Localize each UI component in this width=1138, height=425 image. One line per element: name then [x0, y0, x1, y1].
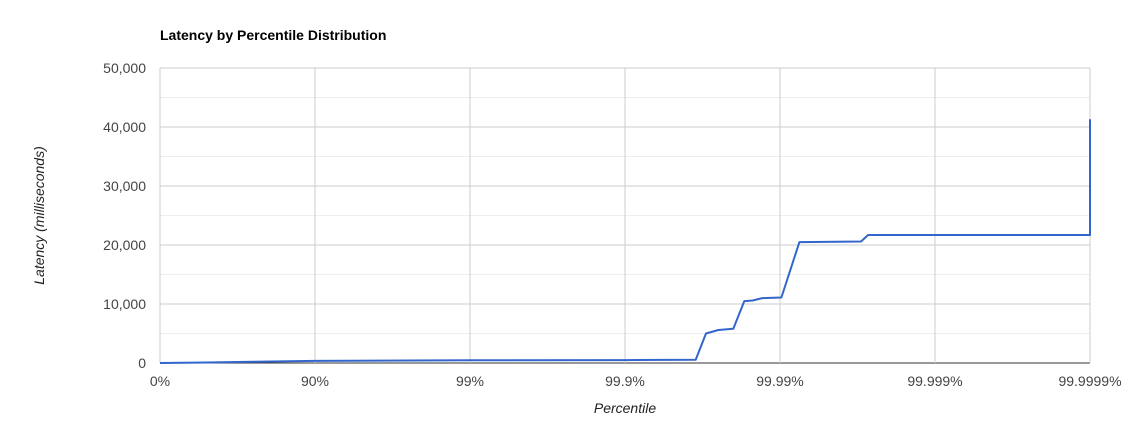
data-point: [860, 241, 862, 243]
y-tick-label: 10,000: [103, 296, 146, 312]
data-point: [781, 297, 783, 299]
data-point: [718, 329, 720, 331]
x-tick-label: 99.9%: [605, 373, 645, 389]
data-point: [695, 359, 697, 361]
y-tick-label: 40,000: [103, 119, 146, 135]
y-tick-label: 0: [138, 355, 146, 371]
data-point: [1089, 119, 1091, 121]
data-point: [314, 360, 316, 362]
y-tick-label: 50,000: [103, 60, 146, 76]
data-point: [733, 328, 735, 330]
series-line: [159, 119, 1091, 364]
data-point: [624, 359, 626, 361]
data-point: [752, 300, 754, 302]
data-point: [705, 333, 707, 335]
chart-title: Latency by Percentile Distribution: [160, 27, 387, 43]
data-point: [206, 362, 208, 364]
data-point: [253, 361, 255, 363]
x-tick-label: 99.999%: [907, 373, 962, 389]
data-point: [762, 297, 764, 299]
y-axis-title: Latency (milliseconds): [31, 146, 47, 285]
x-tick-label: 99.9999%: [1058, 373, 1121, 389]
y-tick-label: 30,000: [103, 178, 146, 194]
data-point: [469, 360, 471, 362]
x-axis-title: Percentile: [594, 400, 656, 416]
data-point: [867, 234, 869, 236]
x-tick-label: 99.99%: [756, 373, 803, 389]
x-tick-label: 99%: [456, 373, 484, 389]
x-tick-label: 0%: [150, 373, 170, 389]
data-point: [799, 241, 801, 243]
x-tick-label: 90%: [301, 373, 329, 389]
data-point: [1089, 234, 1091, 236]
data-point: [159, 362, 161, 364]
data-point: [743, 300, 745, 302]
y-tick-label: 20,000: [103, 237, 146, 253]
